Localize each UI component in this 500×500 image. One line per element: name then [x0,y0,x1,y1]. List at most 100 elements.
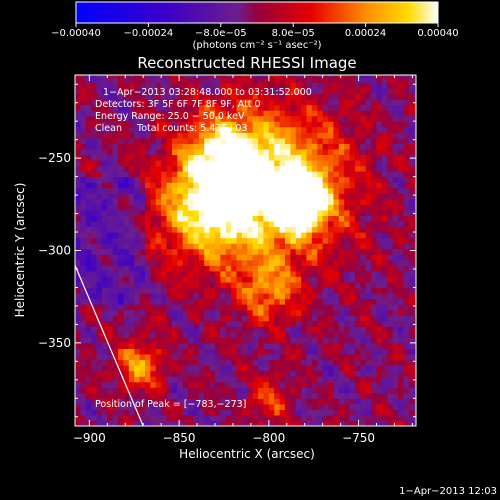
heatmap-cell [263,148,270,156]
heatmap-cell [214,270,221,277]
heatmap-cell [144,304,151,311]
heatmap-cell [198,176,205,183]
heatmap-cell [284,209,291,216]
heatmap-cell [101,148,108,156]
heatmap-cell [166,126,173,133]
heatmap-cell [263,287,270,294]
heatmap-cell [306,270,313,277]
heatmap-cell [231,270,238,277]
heatmap-cell [381,232,388,239]
heatmap-cell [322,99,329,106]
heatmap-cell [333,342,340,350]
heatmap-cell [376,148,383,156]
heatmap-cell [209,121,216,128]
heatmap-cell [258,193,265,200]
heatmap-cell [225,215,232,222]
heatmap-cell [371,159,378,167]
heatmap-cell [274,254,281,261]
heatmap-cell [128,376,135,383]
heatmap-cell [290,99,297,106]
heatmap-cell [182,99,189,106]
heatmap-cell [344,353,351,361]
heatmap-cell [274,165,281,172]
heatmap-cell [75,370,81,377]
heatmap-cell [398,121,405,128]
heatmap-cell [188,182,195,189]
heatmap-cell [322,126,329,133]
heatmap-cell [123,254,130,261]
heatmap-cell [306,165,313,172]
heatmap-cell [128,353,135,361]
heatmap-cell [128,414,135,422]
heatmap-cell [403,171,410,178]
heatmap-cell [317,126,324,133]
heatmap-cell [177,320,184,327]
heatmap-cell [290,143,297,150]
heatmap-cell [408,281,415,289]
heatmap-cell [408,82,415,89]
heatmap-cell [118,99,125,106]
heatmap-cell [139,154,146,161]
heatmap-cell [101,287,108,294]
heatmap-cell [328,226,335,233]
heatmap-cell [171,370,178,377]
heatmap-cell [301,387,308,394]
heatmap-cell [263,414,270,422]
heatmap-cell [338,281,345,289]
heatmap-cell [161,232,168,239]
heatmap-cell [392,237,399,244]
heatmap-cell [279,292,286,300]
heatmap-cell [236,298,243,305]
heatmap-cell [112,254,119,261]
heatmap-cell [144,99,151,106]
heatmap-cell [204,392,211,399]
heatmap-cell [134,193,141,200]
heatmap-cell [193,115,200,122]
heatmap-cell [225,132,232,139]
heatmap-cell [231,376,238,383]
heatmap-cell [268,376,275,383]
heatmap-cell [392,148,399,156]
heatmap-cell [328,348,335,355]
heatmap-cell [414,104,416,111]
heatmap-cell [166,370,173,377]
heatmap-cell [112,204,119,211]
heatmap-cell [317,398,324,405]
heatmap-cell [209,226,216,233]
heatmap-cell [268,387,275,394]
heatmap-cell [85,82,92,89]
heatmap-cell [398,193,405,200]
heatmap-cell [112,232,119,239]
heatmap-cell [96,165,103,172]
heatmap-cell [101,243,108,250]
heatmap-cell [241,143,248,150]
heatmap-cell [182,376,189,383]
heatmap-cell [214,359,221,366]
heatmap-cell [204,198,211,205]
heatmap-cell [123,270,130,277]
heatmap-cell [101,315,108,322]
heatmap-cell [134,381,141,388]
heatmap-cell [311,193,318,200]
heatmap-cell [177,353,184,361]
heatmap-cell [161,353,168,361]
heatmap-cell [123,159,130,167]
heatmap-cell [101,104,108,111]
heatmap-cell [85,403,92,410]
heatmap-cell [311,171,318,178]
heatmap-cell [209,326,216,333]
heatmap-cell [177,326,184,333]
heatmap-cell [349,209,356,216]
heatmap-cell [134,93,141,100]
heatmap-cell [408,176,415,183]
heatmap-cell [214,320,221,327]
heatmap-cell [311,110,318,117]
heatmap-cell [333,298,340,305]
heatmap-cell [193,243,200,250]
heatmap-cell [134,148,141,156]
heatmap-cell [112,148,119,156]
heatmap-cell [381,409,388,416]
heatmap-cell [139,243,146,250]
heatmap-cell [306,220,313,228]
heatmap-cell [301,182,308,189]
